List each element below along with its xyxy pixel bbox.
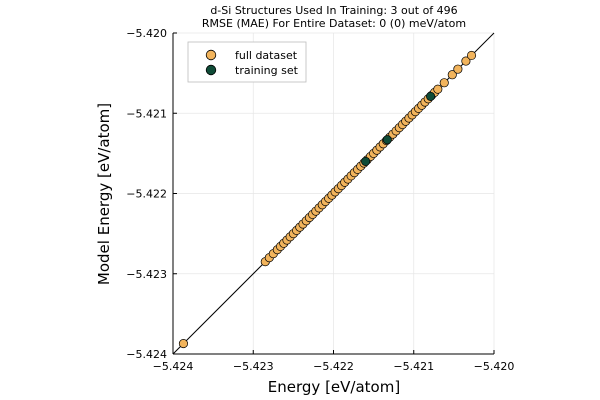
title-line-1: d-Si Structures Used In Training: 3 out … [210, 4, 457, 17]
data-point [433, 84, 443, 94]
y-tick-label-1: −5.423 [126, 268, 167, 281]
data-point [361, 156, 371, 166]
axes: −5.424 −5.423 −5.422 −5.421 −5.420 −5.424 −5.4… [126, 27, 514, 373]
legend-label-training-set: training set [235, 64, 299, 77]
chart-title: d-Si Structures Used In Training: 3 out … [202, 4, 466, 30]
y-tick-label-4: −5.420 [126, 27, 167, 40]
y-axis-title: Model Energy [eV/atom] [95, 103, 113, 285]
data-point [461, 56, 471, 66]
series-training-set [361, 91, 436, 166]
y-tick-label-3: −5.421 [126, 107, 167, 120]
legend-label-full-dataset: full dataset [235, 49, 298, 62]
x-tick-label-0: −5.424 [153, 360, 194, 373]
data-point [466, 50, 477, 61]
legend: full dataset training set [187, 41, 307, 83]
x-tick-label-1: −5.423 [233, 360, 274, 373]
x-axis-title: Energy [eV/atom] [268, 378, 400, 396]
data-point [382, 135, 392, 145]
legend-marker-training-set [205, 64, 217, 76]
data-point [178, 339, 188, 349]
data-point [447, 70, 457, 80]
x-tick-label-4: −5.420 [474, 360, 515, 373]
y-tick-label-2: −5.422 [126, 188, 167, 201]
legend-box [187, 41, 307, 83]
data-point [453, 64, 463, 74]
legend-marker-full-dataset [205, 49, 217, 61]
x-tick-label-2: −5.422 [313, 360, 354, 373]
y-tick-label-0: −5.424 [126, 348, 167, 361]
x-tick-label-3: −5.421 [393, 360, 434, 373]
data-points [178, 50, 477, 349]
data-point [426, 91, 436, 101]
data-point [439, 78, 449, 88]
title-line-2: RMSE (MAE) For Entire Dataset: 0 (0) meV… [202, 17, 466, 30]
